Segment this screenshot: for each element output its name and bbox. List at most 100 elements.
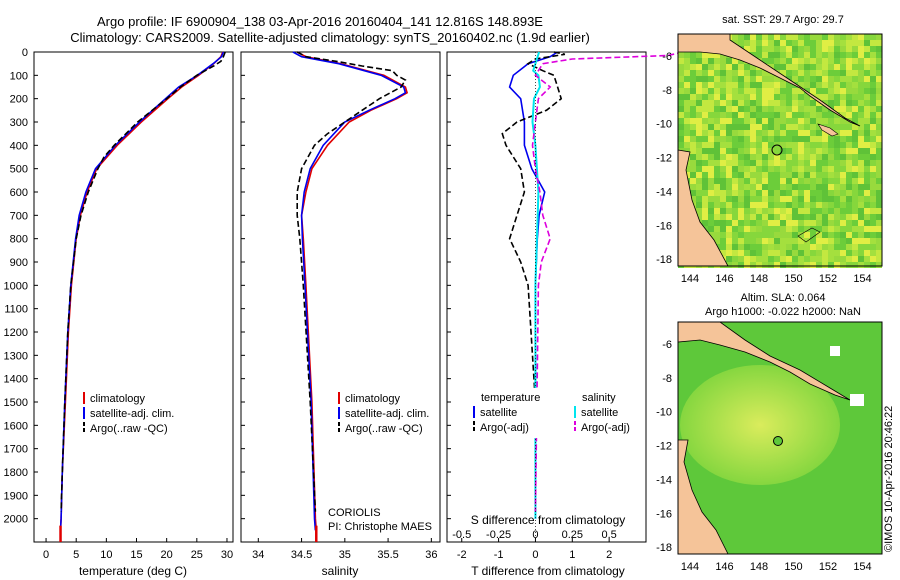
sst-pixel bbox=[870, 142, 876, 148]
sst-pixel bbox=[732, 196, 738, 202]
sst-pixel bbox=[876, 196, 882, 202]
sst-pixel bbox=[702, 148, 708, 154]
sst-pixel bbox=[738, 256, 744, 262]
y-tick-label: 600 bbox=[10, 187, 28, 199]
sst-pixel bbox=[762, 40, 768, 46]
sst-pixel bbox=[780, 220, 786, 226]
sst-pixel bbox=[804, 64, 810, 70]
sst-pixel bbox=[858, 172, 864, 178]
sst-pixel bbox=[678, 52, 684, 58]
sst-pixel bbox=[708, 52, 714, 58]
sst-pixel bbox=[768, 244, 774, 250]
sst-pixel bbox=[852, 250, 858, 256]
sst-pixel bbox=[756, 226, 762, 232]
sst-pixel bbox=[858, 202, 864, 208]
sst-pixel bbox=[762, 244, 768, 250]
legend-temp-argo-label: Argo(-adj) bbox=[480, 422, 529, 434]
sst-pixel bbox=[852, 136, 858, 142]
sst-pixel bbox=[780, 112, 786, 118]
sst-pixel bbox=[774, 58, 780, 64]
sst-pixel bbox=[798, 88, 804, 94]
sst-pixel bbox=[678, 136, 684, 142]
sst-pixel bbox=[864, 76, 870, 82]
sst-pixel bbox=[798, 94, 804, 100]
x-tick-label: 36 bbox=[425, 549, 437, 561]
sst-pixel bbox=[846, 142, 852, 148]
sst-pixel bbox=[816, 82, 822, 88]
sst-pixel bbox=[780, 130, 786, 136]
sst-pixel bbox=[750, 178, 756, 184]
sst-pixel bbox=[720, 100, 726, 106]
sst-pixel bbox=[762, 202, 768, 208]
sst-pixel bbox=[738, 220, 744, 226]
sst-pixel bbox=[762, 82, 768, 88]
sst-pixel bbox=[720, 82, 726, 88]
sst-pixel bbox=[762, 106, 768, 112]
sst-pixel bbox=[816, 100, 822, 106]
sst-pixel bbox=[846, 76, 852, 82]
sst-pixel bbox=[798, 154, 804, 160]
sst-pixel bbox=[792, 88, 798, 94]
map-lon-label: 152 bbox=[819, 273, 837, 285]
sst-pixel bbox=[810, 136, 816, 142]
sst-pixel bbox=[780, 94, 786, 100]
reef-contour bbox=[797, 227, 821, 243]
sst-pixel bbox=[780, 178, 786, 184]
map-lat-label: -8 bbox=[662, 373, 672, 385]
sst-pixel bbox=[840, 88, 846, 94]
sst-pixel bbox=[810, 226, 816, 232]
sst-pixel bbox=[732, 148, 738, 154]
sst-pixel bbox=[858, 262, 864, 268]
sst-pixel bbox=[846, 40, 852, 46]
sst-pixel bbox=[846, 52, 852, 58]
sst-pixel bbox=[828, 244, 834, 250]
sst-pixel bbox=[750, 76, 756, 82]
sst-pixel bbox=[720, 244, 726, 250]
sst-pixel bbox=[876, 106, 882, 112]
sst-pixel bbox=[858, 244, 864, 250]
sst-pixel bbox=[768, 190, 774, 196]
sst-pixel bbox=[804, 58, 810, 64]
sst-pixel bbox=[696, 58, 702, 64]
sst-pixel bbox=[780, 166, 786, 172]
sst-pixel bbox=[726, 220, 732, 226]
sst-pixel bbox=[780, 64, 786, 70]
sst-pixel bbox=[834, 256, 840, 262]
sst-pixel bbox=[798, 142, 804, 148]
sst-pixel bbox=[720, 202, 726, 208]
sst-pixel bbox=[840, 136, 846, 142]
sst-pixel bbox=[696, 196, 702, 202]
sst-pixel bbox=[750, 118, 756, 124]
sst-pixel bbox=[696, 130, 702, 136]
sst-pixel bbox=[852, 178, 858, 184]
sst-pixel bbox=[756, 160, 762, 166]
sst-pixel bbox=[852, 118, 858, 124]
sst-pixel bbox=[858, 124, 864, 130]
sst-pixel bbox=[762, 160, 768, 166]
sst-pixel bbox=[846, 232, 852, 238]
sst-pixel bbox=[780, 34, 786, 40]
sst-pixel bbox=[798, 262, 804, 268]
sst-pixel bbox=[744, 184, 750, 190]
sst-pixel bbox=[738, 250, 744, 256]
sst-pixel bbox=[780, 58, 786, 64]
sst-pixel bbox=[702, 196, 708, 202]
sst-pixel bbox=[726, 172, 732, 178]
sst-pixel bbox=[726, 154, 732, 160]
sst-pixel bbox=[804, 262, 810, 268]
map-lon-label: 144 bbox=[681, 273, 699, 285]
sst-pixel bbox=[696, 160, 702, 166]
sst-pixel bbox=[696, 190, 702, 196]
sst-pixel bbox=[750, 70, 756, 76]
map-lon-label: 148 bbox=[750, 273, 768, 285]
sst-pixel bbox=[810, 34, 816, 40]
sst-pixel bbox=[780, 82, 786, 88]
sst-pixel bbox=[678, 100, 684, 106]
sst-pixel bbox=[780, 250, 786, 256]
sst-pixel bbox=[822, 232, 828, 238]
sst-pixel bbox=[726, 112, 732, 118]
sst-pixel bbox=[768, 178, 774, 184]
difference-legend: temperature salinity satellite Argo(-adj… bbox=[471, 388, 630, 438]
sst-pixel bbox=[750, 208, 756, 214]
sst-pixel bbox=[810, 154, 816, 160]
